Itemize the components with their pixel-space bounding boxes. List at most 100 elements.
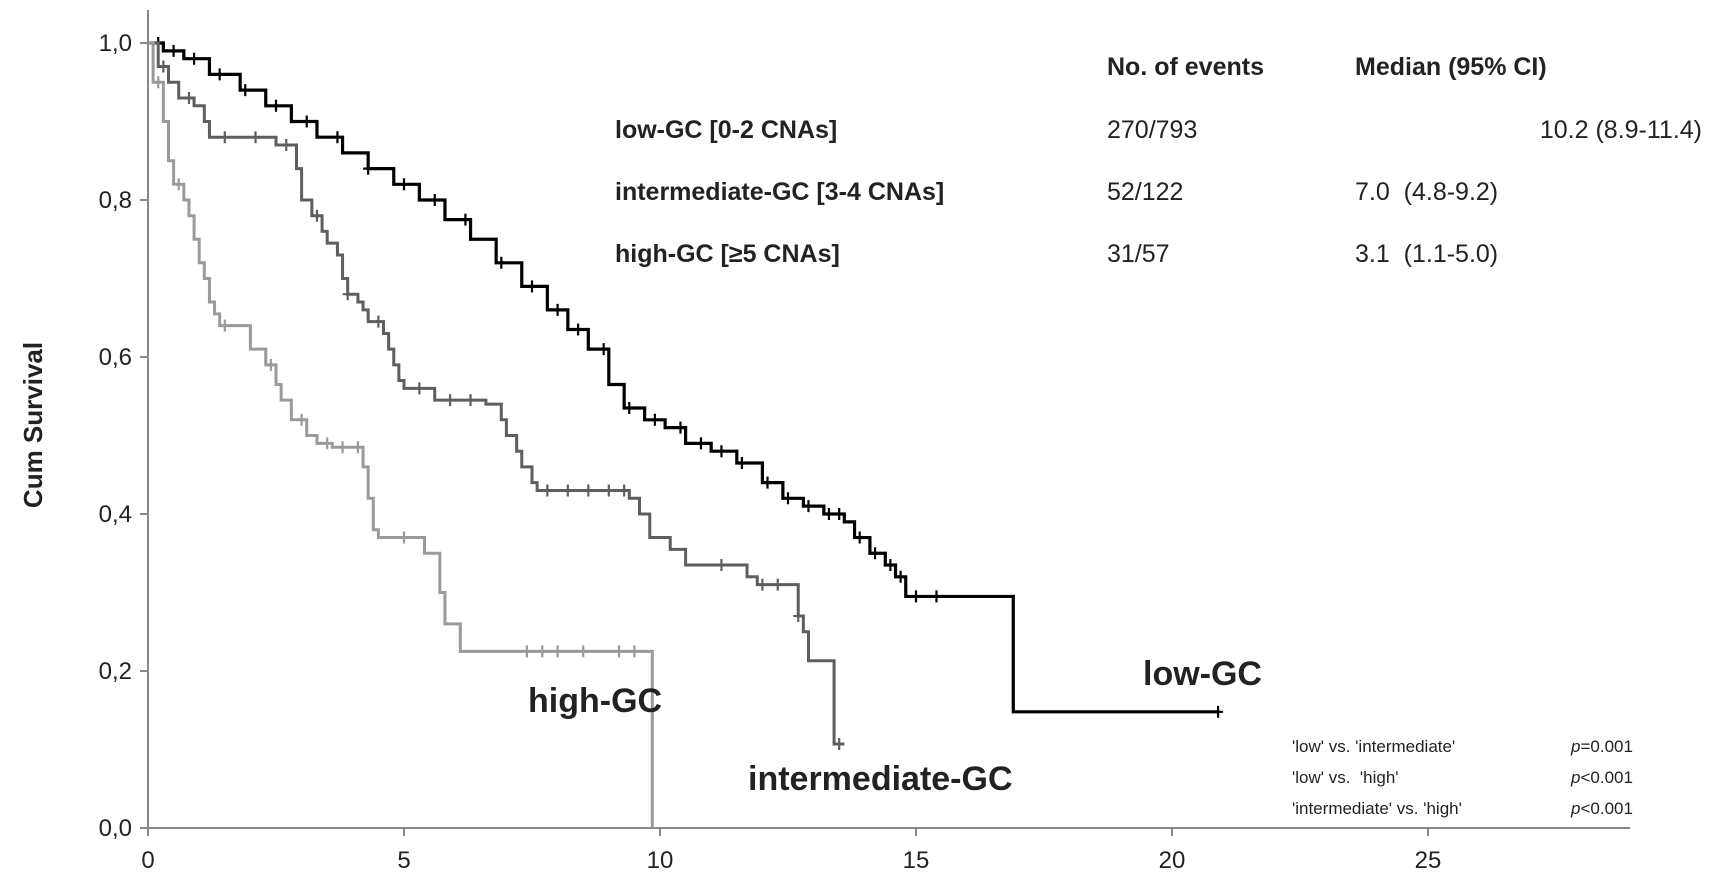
series-high-gc [148, 41, 654, 828]
censor-mark [757, 578, 768, 591]
censor-mark [527, 280, 537, 293]
pvalue-comparison: 'low' vs. 'intermediate' [1292, 737, 1455, 756]
censor-mark [870, 547, 881, 560]
censor-mark [168, 44, 179, 57]
censor-mark [675, 421, 686, 434]
table-row-intermediate-events: 52/122 [1107, 178, 1183, 206]
censor-mark [445, 394, 456, 407]
censor-mark [429, 194, 440, 206]
censor-mark [911, 590, 921, 603]
censor-mark [695, 437, 706, 450]
pvalue-annotations: 'low' vs. 'intermediate' p=0.001 'low' vs… [1292, 737, 1633, 818]
y-tick-label: 0,2 [99, 658, 132, 685]
censor-mark [624, 402, 635, 415]
censor-mark [552, 303, 563, 316]
censor-mark [583, 484, 594, 497]
curve-label-intermediate: intermediate-GC [748, 760, 1013, 798]
censor-mark [895, 570, 906, 583]
x-tick-label: 5 [397, 847, 410, 874]
x-tick-label: 0 [141, 847, 154, 874]
censor-mark [281, 139, 292, 152]
censor-mark [578, 645, 589, 658]
censor-mark [153, 76, 164, 89]
censor-mark [240, 84, 251, 97]
censor-mark [542, 484, 553, 497]
table-row-intermediate-label: intermediate-GC [3-4 CNAs] [615, 178, 944, 206]
censor-mark [337, 441, 348, 454]
y-axis-label: Cum Survival [18, 342, 48, 508]
censor-mark [342, 288, 353, 301]
censor-mark [158, 60, 169, 73]
censor-mark [736, 456, 747, 469]
censor-mark [885, 559, 896, 572]
curve-label-low: low-GC [1143, 655, 1262, 693]
y-tick-label: 0,4 [99, 501, 132, 528]
censor-mark [465, 394, 476, 407]
censor-mark [772, 578, 783, 591]
censor-mark [603, 484, 614, 497]
pvalue-row: 'low' vs. 'high' p<0.001 [1292, 768, 1633, 787]
y-tick-label: 1,0 [99, 30, 132, 57]
pvalue-symbol: p [1570, 799, 1580, 818]
pvalue-comparison: 'intermediate' vs. 'high' [1292, 799, 1462, 818]
x-tick-label: 15 [903, 847, 930, 874]
censor-mark [629, 645, 640, 658]
censor-mark [399, 531, 409, 544]
pvalue-row: 'low' vs. 'intermediate' p=0.001 [1292, 737, 1633, 756]
censor-mark [265, 358, 276, 371]
curve-label-high: high-GC [528, 682, 662, 720]
censor-mark [931, 590, 942, 603]
censor-mark [496, 256, 507, 269]
censor-mark [414, 382, 425, 395]
y-tick-label: 0,0 [99, 815, 132, 842]
survival-line-intermediate-gc [148, 41, 845, 746]
censor-mark [834, 738, 845, 751]
survival-line-high-gc [148, 41, 654, 828]
censor-mark [183, 91, 194, 104]
pvalue-value: <0.001 [1580, 799, 1632, 818]
pvalue-symbol: p [1570, 768, 1580, 787]
table-row-low-median: 10.2 (8.9-11.4) [1540, 116, 1702, 144]
censor-mark [537, 645, 548, 658]
censor-mark [803, 500, 814, 513]
pvalue-row: 'intermediate' vs. 'high' p<0.001 [1292, 799, 1633, 818]
pvalue-value: =0.001 [1580, 737, 1632, 756]
series-low-gc [148, 37, 1224, 718]
censor-mark [399, 178, 409, 191]
censor-mark [552, 645, 563, 658]
censor-mark [189, 52, 200, 65]
censor-mark [521, 645, 532, 658]
pvalue-value: <0.001 [1580, 768, 1632, 787]
censor-mark [783, 492, 793, 505]
censor-mark [573, 323, 584, 336]
censor-mark [834, 508, 845, 520]
table-row-low-label: low-GC [0-2 CNAs] [615, 116, 837, 144]
censor-mark [219, 319, 230, 332]
censor-mark [301, 115, 312, 128]
x-tick-label: 10 [647, 847, 674, 874]
censor-mark [854, 531, 865, 544]
censor-mark [173, 178, 184, 191]
table-row-high-events: 31/57 [1107, 240, 1170, 268]
pvalue-comparison: 'low' vs. 'high' [1292, 768, 1399, 787]
axis-ticks: 0 5 10 15 20 25 0,0 0,2 0,4 0,6 0,8 1,0 [99, 30, 1442, 874]
censor-mark [250, 131, 261, 144]
pvalue-symbol: p [1570, 737, 1580, 756]
censor-mark [460, 213, 471, 226]
x-tick-label: 20 [1159, 847, 1186, 874]
series-intermediate-gc [148, 41, 845, 751]
table-row-low-events: 270/793 [1107, 116, 1197, 144]
x-tick-label: 25 [1415, 847, 1442, 874]
censor-mark [271, 99, 281, 112]
censor-mark [219, 131, 230, 144]
censor-mark [332, 131, 343, 144]
table-row-high-label: high-GC [≥5 CNAs] [615, 240, 840, 268]
censor-mark [793, 610, 804, 623]
summary-table: No. of events Median (95% CI) low-GC [0-… [615, 53, 1702, 268]
censor-mark [762, 476, 773, 489]
censor-mark [823, 508, 834, 520]
censor-mark [614, 645, 625, 658]
censor-mark [214, 68, 225, 81]
censor-mark [562, 484, 573, 497]
